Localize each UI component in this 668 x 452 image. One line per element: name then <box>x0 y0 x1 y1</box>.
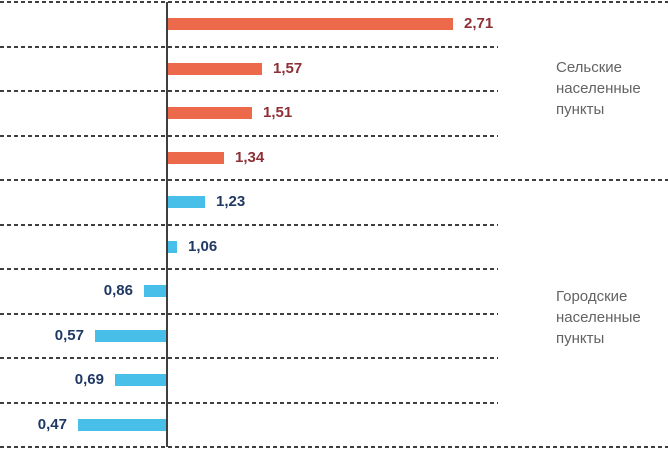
value-label: 1,23 <box>216 193 246 210</box>
bar <box>144 285 167 297</box>
gridline <box>0 402 498 404</box>
value-label: 1,51 <box>263 104 293 121</box>
bar <box>167 152 224 164</box>
bar <box>78 419 167 431</box>
gridline <box>0 1 668 3</box>
gridline <box>0 46 498 48</box>
gridline <box>0 313 498 315</box>
value-label: 0,57 <box>54 327 84 344</box>
gridline <box>0 446 668 448</box>
value-label: 0,47 <box>37 416 67 433</box>
value-label: 1,34 <box>235 149 265 166</box>
gridline <box>0 179 668 181</box>
bar <box>167 63 262 75</box>
bar <box>167 196 205 208</box>
value-label: 0,69 <box>74 371 104 388</box>
bar <box>95 330 167 342</box>
value-label: 1,57 <box>273 60 303 77</box>
group-label-rural: Сельские населенные пункты <box>556 59 641 118</box>
bar <box>167 241 177 253</box>
gridline <box>0 357 498 359</box>
gridline <box>0 224 498 226</box>
category-axis <box>166 2 168 447</box>
group-label-urban: Городские населенные пункты <box>556 288 641 347</box>
value-label: 1,06 <box>188 238 218 255</box>
bar <box>115 374 167 386</box>
gridline <box>0 90 498 92</box>
bar <box>167 107 252 119</box>
gridline <box>0 268 498 270</box>
value-label: 0,86 <box>103 282 133 299</box>
gridline <box>0 135 498 137</box>
bar <box>167 18 453 30</box>
value-label: 2,71 <box>464 15 494 32</box>
